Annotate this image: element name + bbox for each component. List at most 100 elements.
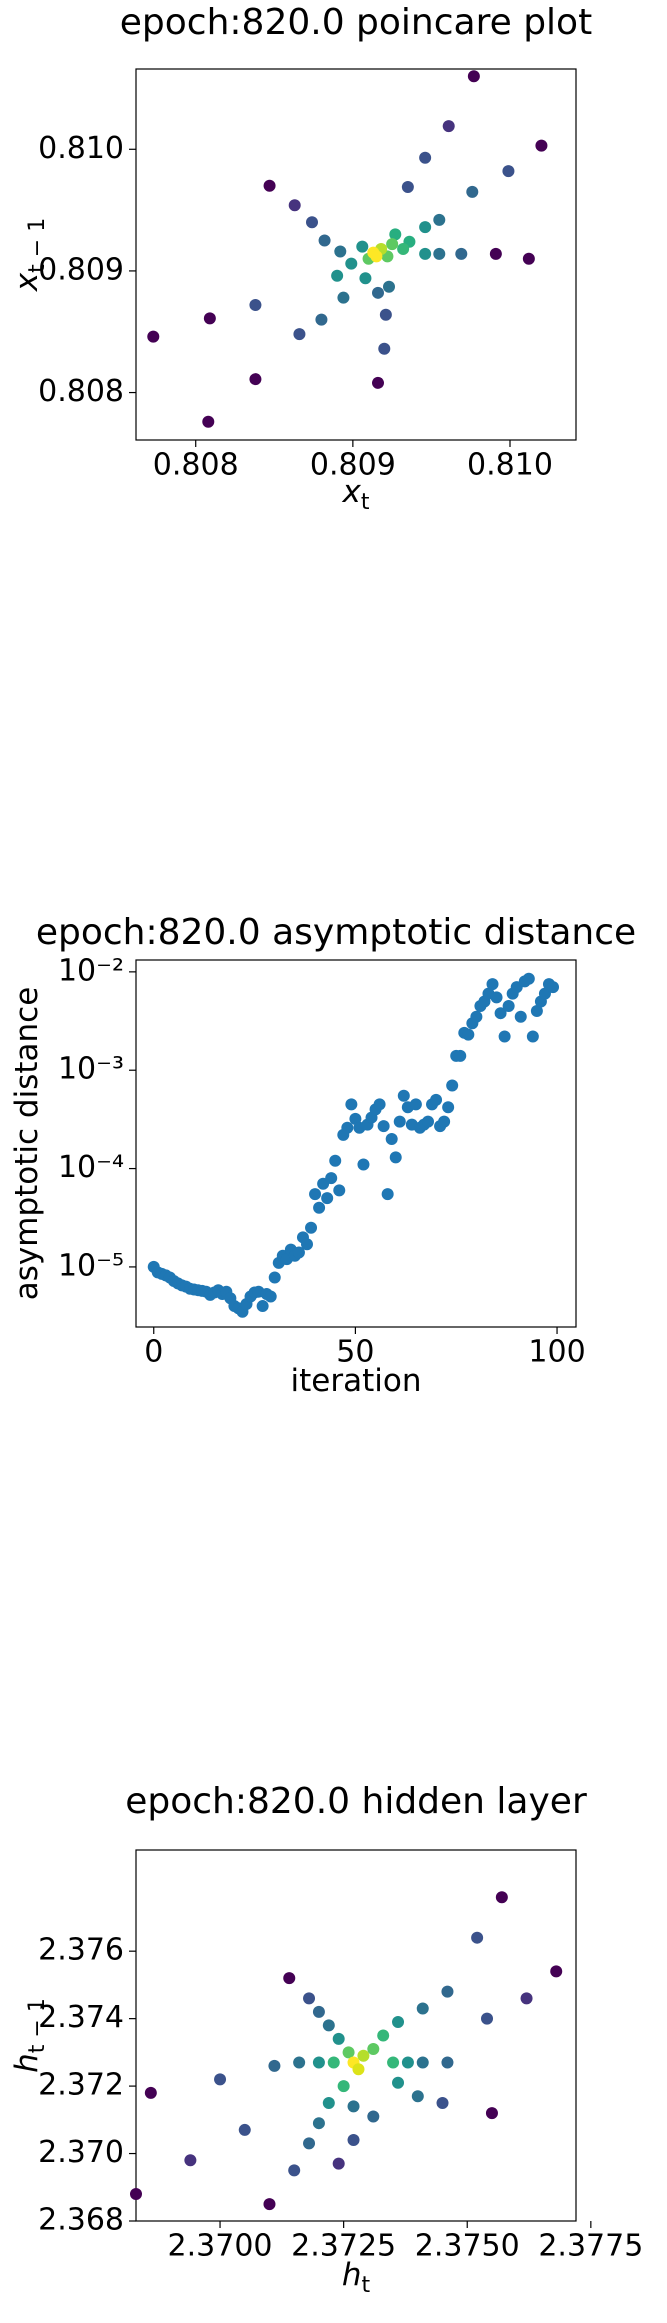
scatter-point [393, 1115, 406, 1128]
scatter-point [535, 139, 548, 152]
scatter-point [288, 2164, 301, 2177]
scatter-point [249, 298, 262, 311]
scatter-point [389, 228, 402, 241]
scatter-point [147, 330, 160, 343]
scatter-point [305, 1221, 318, 1234]
x-tick-label: 50 [336, 1335, 374, 1370]
scatter-point [486, 978, 499, 991]
scatter-point [389, 1151, 402, 1164]
scatter-point [334, 245, 347, 258]
scatter-point [321, 1192, 334, 1205]
scatter-point [372, 286, 384, 299]
scatter-point [293, 2056, 306, 2069]
scatter-point [471, 1931, 484, 1944]
scatter-point [332, 2157, 345, 2170]
scatter-point [312, 2117, 325, 2130]
scatter-point [386, 238, 399, 251]
scatter-point [385, 1132, 398, 1145]
scatter-point [489, 247, 502, 260]
scatter-point [347, 2134, 360, 2147]
scatter-point [373, 1098, 386, 1111]
scatter-point [547, 981, 560, 994]
scatter-point [249, 373, 262, 386]
x-axis-label: ht [342, 2257, 371, 2299]
x-tick-label: 2.3775 [538, 2229, 643, 2264]
x-tick-label: 0.809 [310, 448, 396, 483]
scatter-point [312, 2005, 325, 2018]
scatter-point [379, 308, 392, 321]
scatter-point [441, 2056, 454, 2069]
scatter-point [520, 1992, 533, 2005]
scatter-point [538, 987, 551, 1000]
x-tick-label: 2.3725 [291, 2229, 396, 2264]
y-tick-label: 0.808 [38, 374, 124, 409]
y-axis-label: xt − 1 [9, 218, 51, 292]
scatter-point [467, 70, 480, 83]
scatter-point [377, 2029, 390, 2042]
x-tick-label: 2.3750 [415, 2229, 520, 2264]
scatter-point [325, 1172, 338, 1185]
scatter-point [502, 165, 515, 178]
chart-title: epoch:820.0 asymptotic distance [36, 912, 636, 953]
scatter-point [550, 1965, 563, 1978]
scatter-point [315, 313, 328, 326]
scatter-point [333, 1184, 346, 1197]
scatter-point [430, 1093, 443, 1106]
scatter-point [378, 342, 391, 355]
axis-label-subscript: t − 1 [25, 1998, 50, 2053]
scatter-point [522, 252, 535, 265]
scatter-point [485, 2107, 498, 2120]
axis-label-subscript: t [361, 490, 370, 515]
scatter-point [342, 2046, 355, 2059]
scatter-point [481, 2012, 494, 2025]
y-tick-label: 10⁻⁵ [58, 1248, 124, 1283]
scatter-point [345, 257, 358, 270]
scatter-point [318, 234, 331, 247]
scatter-point [356, 240, 369, 253]
scatter-point [203, 312, 216, 325]
axis-label-subscript: t [362, 2273, 371, 2298]
chart-title: epoch:820.0 hidden layer [125, 1781, 587, 1822]
scatter-point [392, 2016, 405, 2029]
y-tick-label: 10⁻³ [58, 1052, 124, 1087]
y-axis-label: asymptotic distance [9, 987, 45, 1301]
y-axis-label: ht − 1 [9, 1998, 51, 2073]
scatter-point [263, 179, 276, 192]
axis-label-text: h [342, 2257, 362, 2293]
x-tick-label: 0.810 [467, 448, 553, 483]
scatter-point [313, 1201, 326, 1214]
chart-title: epoch:820.0 poincare plot [120, 2, 592, 43]
scatter-point [436, 2096, 449, 2109]
scatter-point [442, 1101, 455, 1114]
scatter-point [490, 991, 503, 1004]
axis-label-text: h [9, 2053, 45, 2073]
scatter-point [381, 1188, 394, 1201]
scatter-point [421, 1115, 434, 1128]
scatter-point [411, 2090, 424, 2103]
plot-frame [135, 959, 577, 1328]
scatter-point [419, 221, 432, 234]
x-tick-label: 0.808 [153, 448, 239, 483]
scatter-point [514, 1010, 527, 1023]
scatter-point [263, 2198, 276, 2211]
scatter-point [144, 2086, 157, 2099]
y-tick-label: 2.376 [38, 1933, 124, 1968]
scatter-point [322, 2096, 335, 2109]
scatter-point [433, 213, 446, 226]
scatter-point [264, 1290, 277, 1303]
scatter-point [293, 328, 306, 341]
scatter-point [441, 1985, 454, 1998]
scatter-point [202, 415, 215, 428]
y-tick-label: 10⁻² [58, 953, 124, 988]
scatter-point [347, 2100, 360, 2113]
y-tick-label: 2.368 [38, 2203, 124, 2238]
scatter-point [494, 1007, 507, 1020]
x-axis-label: iteration [291, 1363, 422, 1399]
plot-frame [135, 1849, 577, 2222]
x-tick-label: 100 [528, 1335, 585, 1370]
scatter-point [332, 2032, 345, 2045]
scatter-point [337, 291, 350, 304]
scatter-point [312, 2056, 325, 2069]
scatter-point [268, 1271, 281, 1284]
